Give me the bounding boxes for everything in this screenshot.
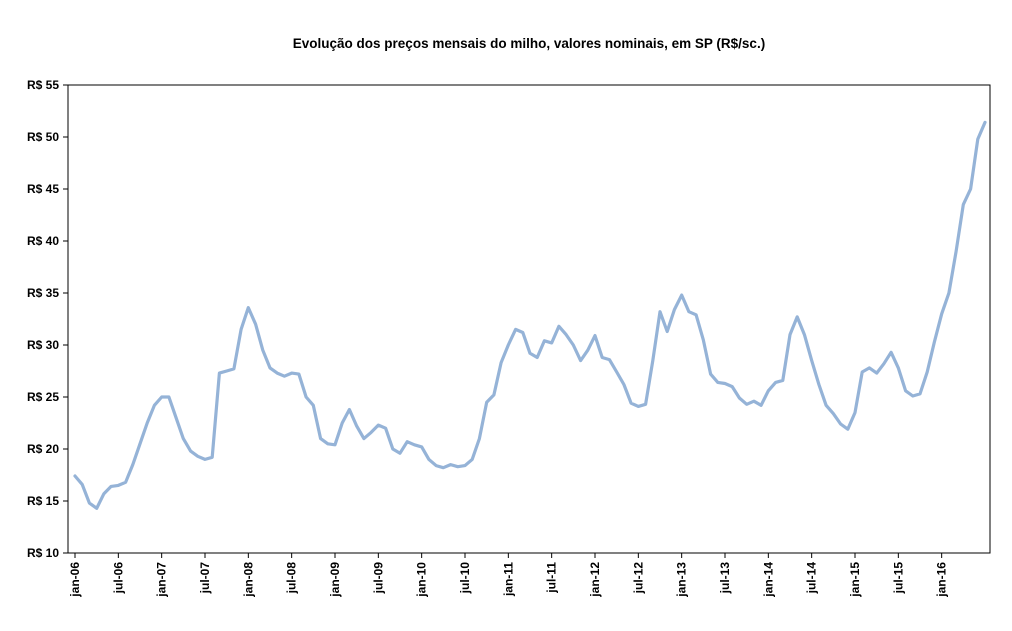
chart-title: Evolução dos preços mensais do milho, va… <box>292 36 766 51</box>
y-axis-label: R$ 40 <box>27 234 59 248</box>
y-axis-label: R$ 35 <box>27 286 59 300</box>
x-axis-label: jan-08 <box>241 562 255 598</box>
x-axis-label: jul-11 <box>545 562 559 594</box>
y-axis-label: R$ 55 <box>27 78 59 92</box>
y-axis-label: R$ 20 <box>27 442 59 456</box>
price-line-series <box>73 120 987 510</box>
x-axis-label: jan-10 <box>415 562 429 598</box>
x-axis-label: jul-14 <box>805 562 819 595</box>
x-axis-label: jul-13 <box>718 562 732 595</box>
y-axis-label: R$ 30 <box>27 338 59 352</box>
x-axis-label: jul-08 <box>285 562 299 595</box>
x-axis-label: jul-12 <box>631 562 645 595</box>
x-axis-label: jul-15 <box>891 562 905 595</box>
x-axis-label: jul-10 <box>458 562 472 595</box>
x-axis-label: jul-09 <box>371 562 385 595</box>
x-axis-label: jul-07 <box>198 562 212 595</box>
x-axis-label: jan-06 <box>68 562 82 598</box>
y-axis-label: R$ 45 <box>27 182 59 196</box>
y-axis-label: R$ 25 <box>27 390 59 404</box>
x-axis-label: jan-13 <box>675 562 689 598</box>
x-axis-label: jan-07 <box>155 562 169 598</box>
x-axis-label: jan-09 <box>328 562 342 598</box>
y-axis-label: R$ 50 <box>27 130 59 144</box>
x-axis-label: jan-12 <box>588 562 602 598</box>
x-axis-label: jan-15 <box>848 562 862 598</box>
y-axis-label: R$ 10 <box>27 546 59 560</box>
x-axis-label: jan-16 <box>935 562 949 598</box>
x-axis-label: jul-06 <box>111 562 125 595</box>
y-axis-label: R$ 15 <box>27 494 59 508</box>
x-axis-label: jan-11 <box>501 562 515 597</box>
plot-area <box>67 84 991 554</box>
x-axis-label: jan-14 <box>761 562 775 598</box>
